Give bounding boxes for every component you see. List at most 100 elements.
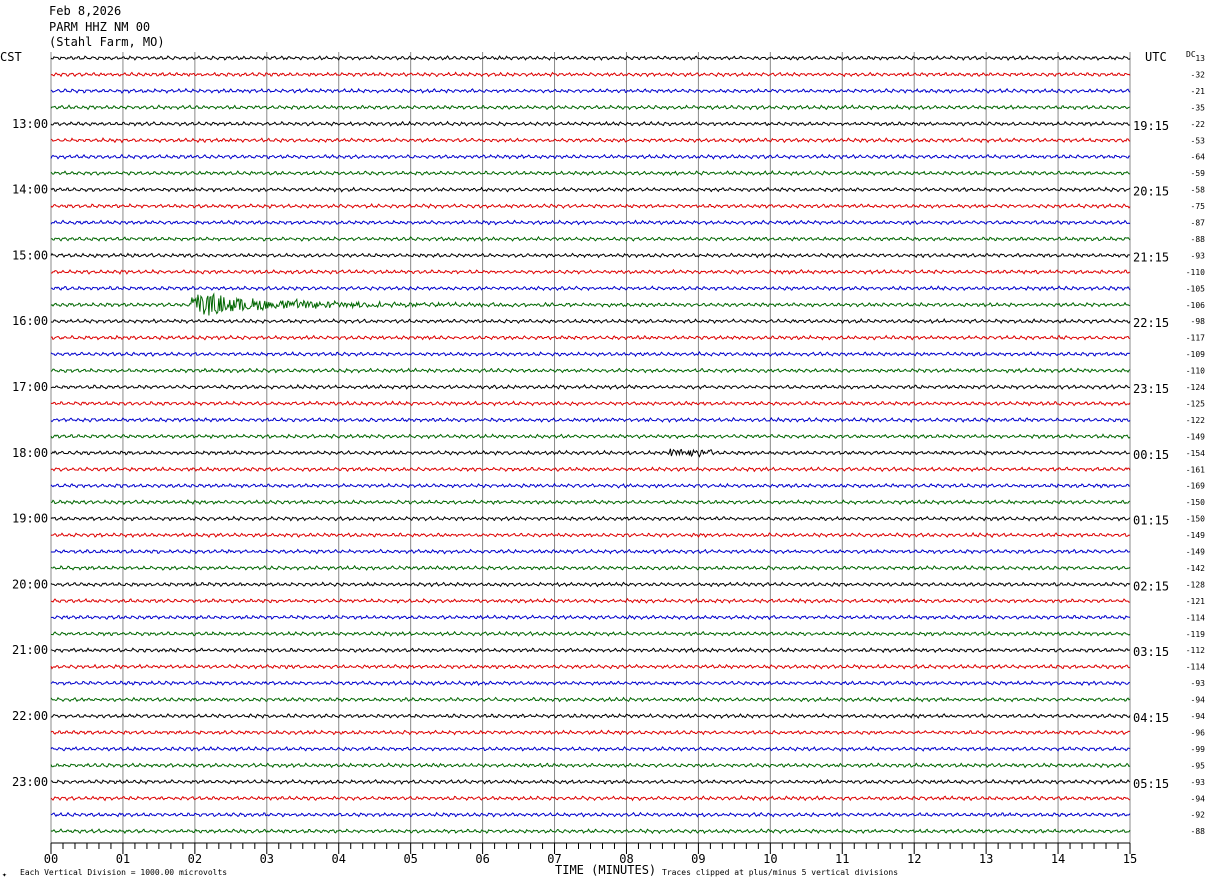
right-hour-label: 20:15 (1133, 185, 1169, 199)
x-tick-label: 15 (1123, 852, 1137, 866)
trace-row (50, 367, 1131, 374)
dc-offset-label: -75 (1191, 202, 1206, 211)
dc-offset-label: -32 (1191, 70, 1206, 79)
right-hour-label: 05:15 (1133, 777, 1169, 791)
footer-clip-note: Traces clipped at plus/minus 5 vertical … (662, 868, 898, 877)
dc-offset-label: -95 (1191, 761, 1206, 770)
x-tick-label: 08 (619, 852, 633, 866)
right-timezone-label: UTC (1145, 50, 1167, 64)
dc-offset-label: -99 (1191, 745, 1206, 754)
dc-offset-label: -110 (1186, 268, 1205, 277)
dc-offset-label: -88 (1191, 235, 1206, 244)
trace-row (50, 416, 1131, 423)
dc-offset-label: -35 (1191, 103, 1206, 112)
trace-row (51, 630, 1131, 637)
dc-offset-label: -149 (1186, 531, 1205, 540)
dc-offset-label: -106 (1186, 301, 1205, 310)
trace-row (50, 597, 1131, 604)
trace-row (50, 762, 1131, 769)
trace-row (50, 531, 1131, 539)
trace-row (50, 137, 1131, 144)
right-hour-label: 23:15 (1133, 382, 1169, 396)
right-hour-label: 22:15 (1133, 316, 1169, 330)
trace-row (50, 729, 1131, 736)
dc-header-label: DC (1186, 50, 1196, 59)
x-tick-label: 02 (188, 852, 202, 866)
trace-row (50, 515, 1131, 522)
footer-scale-note: Each Vertical Division = 1000.00 microvo… (20, 868, 227, 877)
trace-row (50, 169, 1131, 177)
trace-row (50, 433, 1131, 440)
x-tick-label: 01 (116, 852, 130, 866)
x-tick-label: 00 (44, 852, 58, 866)
trace-row (50, 203, 1131, 210)
trace-row (50, 466, 1131, 473)
dc-offset-label: -112 (1186, 646, 1205, 655)
dc-offset-labels: 13 -32 -21 -35 -22 -53 -64 -59 -58 -75 -87 -88 -93 -1… (1186, 54, 1205, 836)
trace-row (50, 696, 1131, 703)
dc-offset-label: -150 (1186, 515, 1205, 524)
dc-offset-label: -124 (1186, 383, 1205, 392)
left-hour-label: 17:00 (12, 380, 48, 394)
trace-row (50, 745, 1131, 752)
trace-row (50, 828, 1131, 835)
trace-row (50, 499, 1131, 506)
trace-row (50, 153, 1131, 160)
trace-row (50, 292, 1131, 316)
dc-offset-label: -161 (1186, 465, 1205, 474)
dc-offset-label: 13 (1195, 54, 1205, 63)
header-location: (Stahl Farm, MO) (49, 35, 165, 49)
dc-offset-label: -110 (1186, 367, 1205, 376)
trace-row (50, 795, 1131, 802)
dc-offset-label: -98 (1191, 317, 1206, 326)
x-tick-label: 12 (907, 852, 921, 866)
left-hour-label: 13:00 (12, 117, 48, 131)
dc-offset-label: -87 (1191, 219, 1206, 228)
dc-offset-label: -142 (1186, 564, 1205, 573)
x-tick-label: 09 (691, 852, 705, 866)
trace-row (50, 482, 1131, 489)
x-tick-label: 06 (475, 852, 489, 866)
header-date: Feb 8,2026 (49, 4, 121, 18)
right-hour-label: 01:15 (1133, 514, 1169, 528)
x-axis-title: TIME (MINUTES) (555, 863, 656, 877)
trace-row (50, 87, 1131, 94)
trace-row (50, 55, 1131, 62)
right-hour-label: 21:15 (1133, 250, 1169, 264)
right-hour-label: 03:15 (1133, 645, 1169, 659)
x-tick-label: 13 (979, 852, 993, 866)
left-hour-label: 21:00 (12, 643, 48, 657)
trace-row (50, 614, 1131, 621)
x-axis: 00 01 02 03 04 05 06 07 08 09 10 11 12 13 14 15 (44, 842, 1137, 866)
dc-offset-label: -117 (1186, 334, 1205, 343)
dc-offset-label: -93 (1191, 251, 1206, 260)
dc-offset-label: -93 (1191, 778, 1206, 787)
left-hour-label: 15:00 (12, 248, 48, 262)
left-hour-label: 20:00 (12, 577, 48, 591)
dc-offset-label: -154 (1186, 449, 1205, 458)
dc-offset-label: -22 (1191, 120, 1206, 129)
dc-offset-label: -94 (1191, 696, 1206, 705)
trace-row (50, 811, 1131, 818)
trace-row (50, 120, 1131, 127)
trace-row (50, 548, 1131, 555)
trace-row (50, 268, 1131, 275)
left-hour-label: 16:00 (12, 314, 48, 328)
dc-offset-label: -122 (1186, 416, 1205, 425)
trace-row (50, 186, 1131, 193)
trace-row (50, 400, 1131, 407)
x-tick-label: 05 (403, 852, 417, 866)
dc-offset-label: -109 (1186, 350, 1205, 359)
x-tick-label: 10 (763, 852, 777, 866)
left-timezone-label: CST (0, 50, 22, 64)
dc-offset-label: -119 (1186, 630, 1205, 639)
left-hour-label: 18:00 (12, 446, 48, 460)
dc-offset-label: -93 (1191, 679, 1206, 688)
dc-offset-label: -64 (1191, 153, 1206, 162)
dc-offset-label: -125 (1186, 399, 1205, 408)
trace-row (50, 663, 1131, 670)
dc-offset-label: -92 (1191, 811, 1206, 820)
left-hour-labels: 13:00 14:00 15:00 16:00 17:00 18:00 19:00 20:00… (12, 117, 48, 789)
trace-row (50, 318, 1131, 325)
